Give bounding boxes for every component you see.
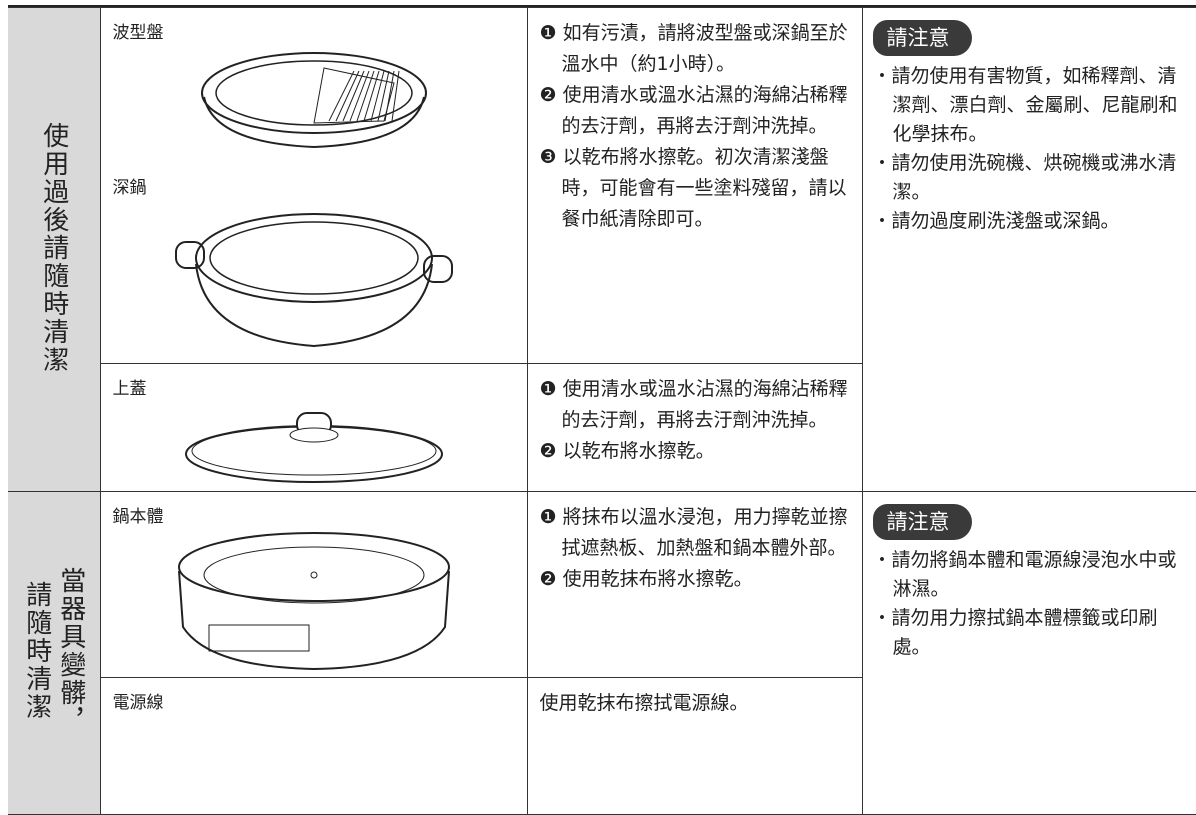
step: ❸ 以乾布將水擦乾。初次清潔淺盤時，可能會有一些塗料殘留，請以餐巾紙清除即可。 xyxy=(539,146,847,230)
step: ❷ 使用乾抹布將水擦乾。 xyxy=(539,568,753,590)
label-line: 當器具變髒， xyxy=(55,567,86,735)
part-name: 上蓋 xyxy=(112,379,147,399)
step: ❶ 使用清水或溫水沾濕的海綿沾稀釋的去汙劑，再將去汙劑沖洗掉。 xyxy=(539,378,848,431)
part-name: 鍋本體 xyxy=(112,507,164,527)
section-label: 當器具變髒， 請隨時清潔 xyxy=(8,491,101,815)
step: ❶ 如有污漬，請將波型盤或深鍋至於溫水中（約1小時）。 xyxy=(539,22,848,75)
row: 電源線 使用乾抹布擦拭電源線。 xyxy=(8,677,1196,815)
step: 使用乾抹布擦拭電源線。 xyxy=(539,692,749,714)
row: 當器具變髒， 請隨時清潔 鍋本體 ❶ 將抹布以溫水浸泡，用力擰乾並擦拭遮熱板、加熱盤和… xyxy=(8,491,1196,815)
notes-badge: 請注意 xyxy=(872,20,972,56)
part-name: 電源線 xyxy=(112,693,164,713)
steps-cell: 使用乾抹布擦拭電源線。 xyxy=(526,677,863,815)
illustration xyxy=(101,527,526,677)
step: ❷ 使用清水或溫水沾濕的海綿沾稀釋的去汙劑，再將去汙劑沖洗掉。 xyxy=(539,84,848,137)
note: 請勿用力擦拭鍋本體標籤或印刷處。 xyxy=(873,604,1188,662)
illustration-svg xyxy=(200,52,427,149)
steps-cell: ❶ 將抹布以溫水浸泡，用力擰乾並擦拭遮熱板、加熱盤和鍋本體外部。 ❷ 使用乾抹布將… xyxy=(526,491,863,678)
parts-cell: 電源線 xyxy=(99,677,528,815)
section-label: 使用過後請隨時清潔 xyxy=(8,7,101,492)
row: 上蓋 ❶ 使用清水或溫水沾濕的海綿沾稀釋的去汙劑，再將去汙劑沖洗掉。 ❷ 以乾布將水… xyxy=(8,363,1196,492)
illustration xyxy=(101,43,526,163)
notes-badge: 請注意 xyxy=(872,504,972,540)
note: 請勿使用有害物質，如稀釋劑、清潔劑、漂白劑、金屬刷、尼龍刷和化學抹布。 xyxy=(873,62,1188,149)
parts-cell: 鍋本體 xyxy=(99,491,528,678)
label-line: 使用過後請隨時清潔 xyxy=(38,121,69,374)
illustration-svg xyxy=(174,213,453,348)
note: 請勿將鍋本體和電源線浸泡水中或淋濕。 xyxy=(873,546,1188,604)
part-name: 波型盤 xyxy=(112,23,164,43)
section-label-text: 使用過後請隨時清潔 xyxy=(37,122,71,374)
parts-cell: 上蓋 xyxy=(99,363,528,492)
step: ❶ 將抹布以溫水浸泡，用力擰乾並擦拭遮熱板、加熱盤和鍋本體外部。 xyxy=(539,506,848,559)
step: ❷ 以乾布將水擦乾。 xyxy=(539,440,715,462)
illustration-svg xyxy=(177,532,450,671)
note: 請勿使用洗碗機、烘碗機或沸水清潔。 xyxy=(873,149,1188,207)
illustration-svg xyxy=(184,412,443,483)
care-table: 使用過後請隨時清潔 波型盤 深鍋 ❶ 如有污漬，請將波型盤或深鍋至於溫水中（約1小時）… xyxy=(8,5,1196,815)
notes-cell: 請注意請勿將鍋本體和電源線浸泡水中或淋濕。請勿用力擦拭鍋本體標籤或印刷處。 xyxy=(861,491,1196,815)
illustration xyxy=(101,399,526,489)
part-name: 深鍋 xyxy=(112,178,147,198)
note: 請勿過度刷洗淺盤或深鍋。 xyxy=(873,207,1188,236)
row: 使用過後請隨時清潔 波型盤 深鍋 ❶ 如有污漬，請將波型盤或深鍋至於溫水中（約1小時）… xyxy=(8,7,1196,492)
notes-cell: 請注意請勿使用有害物質，如稀釋劑、清潔劑、漂白劑、金屬刷、尼龍刷和化學抹布。請勿… xyxy=(861,7,1196,492)
page: 使用過後請隨時清潔 波型盤 深鍋 ❶ 如有污漬，請將波型盤或深鍋至於溫水中（約1小時）… xyxy=(0,0,1196,797)
label-line: 請隨時清潔 xyxy=(21,581,52,721)
parts-cell: 波型盤 深鍋 xyxy=(99,7,528,364)
table: 使用過後請隨時清潔 波型盤 深鍋 ❶ 如有污漬，請將波型盤或深鍋至於溫水中（約1小時）… xyxy=(8,7,1196,815)
steps-cell: ❶ 使用清水或溫水沾濕的海綿沾稀釋的去汙劑，再將去汙劑沖洗掉。 ❷ 以乾布將水擦乾… xyxy=(526,363,863,492)
steps-cell: ❶ 如有污漬，請將波型盤或深鍋至於溫水中（約1小時）。 ❷ 使用清水或溫水沾濕的海… xyxy=(526,7,863,364)
illustration xyxy=(101,198,526,363)
section-label-text: 當器具變髒， 請隨時清潔 xyxy=(20,567,88,735)
